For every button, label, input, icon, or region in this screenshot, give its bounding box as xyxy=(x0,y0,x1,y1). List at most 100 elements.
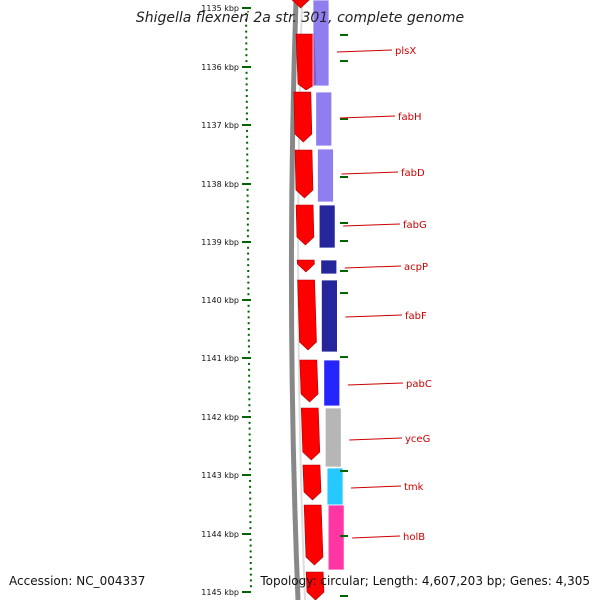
ruler-dot xyxy=(246,171,249,174)
ruler-dot xyxy=(248,439,251,442)
kbp-tick-label: 1143 kbp xyxy=(201,471,239,480)
ruler-dot xyxy=(249,585,252,588)
forward-cds-arrow xyxy=(296,259,315,273)
ruler-dot xyxy=(245,54,248,57)
kbp-tick-label: 1140 kbp xyxy=(201,296,239,305)
kbp-tick: 1142 kbp xyxy=(201,413,251,422)
kbp-tick: 1135 kbp xyxy=(201,4,251,13)
gene-labels: plsX fabH fabD fabG acpP fabF pabC yceG tmk holB xyxy=(336,46,432,543)
track-mark xyxy=(340,270,348,272)
ruler-dot xyxy=(247,258,250,261)
ruler-dot xyxy=(245,60,248,63)
gene-block-fabh xyxy=(315,91,333,147)
ruler-dot xyxy=(248,368,251,371)
ruler-dot xyxy=(247,316,250,319)
ruler-dot xyxy=(249,573,252,576)
gene-block-fabf xyxy=(320,279,338,353)
ruler-dot xyxy=(249,491,252,494)
track-mark xyxy=(340,118,348,120)
ruler-dot xyxy=(247,333,250,336)
ruler-dot xyxy=(249,550,252,553)
ruler-dot xyxy=(249,509,252,512)
gene-label-plsx: plsX xyxy=(395,46,416,57)
ruler-dot xyxy=(248,392,251,395)
kbp-tick: 1139 kbp xyxy=(201,238,251,247)
ruler-dot xyxy=(247,328,250,330)
ruler-dot xyxy=(247,281,250,284)
ruler-dot xyxy=(249,521,252,524)
gene-label-pabc: pabC xyxy=(406,379,432,390)
track-mark xyxy=(340,356,348,358)
ruler-dot xyxy=(248,468,251,471)
gene-label-leader xyxy=(344,265,402,269)
gene-block-holb xyxy=(327,504,345,571)
ruler-dot xyxy=(248,404,251,407)
gene-label-holb: holB xyxy=(403,532,425,543)
gene-block-plsx xyxy=(312,0,330,87)
forward-cds-arrow xyxy=(294,149,314,199)
ruler-dot xyxy=(245,83,248,86)
ruler-dot xyxy=(245,48,248,51)
ruler-dot xyxy=(246,129,249,132)
ruler-dot xyxy=(246,165,249,168)
ruler-dot xyxy=(246,217,249,220)
kbp-tick: 1144 kbp xyxy=(201,530,251,539)
ruler-dot xyxy=(246,206,249,209)
ruler-dot xyxy=(245,77,248,80)
ruler-dot xyxy=(245,12,248,15)
ruler-dot xyxy=(249,485,252,488)
kbp-tick: 1136 kbp xyxy=(201,63,251,72)
forward-cds-arrow xyxy=(293,91,313,143)
ruler-dot xyxy=(247,304,250,307)
ruler-dot xyxy=(247,322,250,325)
kbp-tick-label: 1139 kbp xyxy=(201,238,239,247)
track-mark xyxy=(340,222,348,224)
genome-title: Shigella flexneri 2a str. 301, complete … xyxy=(135,10,465,26)
track-mark xyxy=(340,595,348,597)
gene-label-leader xyxy=(352,535,401,539)
ruler-dot xyxy=(247,270,250,272)
ruler-dot xyxy=(249,527,252,530)
forward-cds-arrow xyxy=(303,504,324,566)
genome-stats-text: Topology: circular; Length: 4,607,203 bp… xyxy=(260,574,590,588)
ruler-dot xyxy=(247,264,250,267)
gene-label-fabh: fabH xyxy=(398,112,422,123)
ruler-dot xyxy=(249,515,252,518)
ruler-dot xyxy=(246,135,249,138)
track-mark xyxy=(340,470,348,472)
gene-label-tmk: tmk xyxy=(404,482,424,493)
gene-tracks xyxy=(288,0,348,600)
accession-text: Accession: NC_004337 xyxy=(9,574,146,588)
gene-label-leader xyxy=(341,171,399,175)
kbp-ruler: 1135 kbp 1136 kbp 1137 kbp 1138 kbp 1139 kbp… xyxy=(201,4,252,597)
ruler-dot xyxy=(246,141,249,144)
ruler-dot xyxy=(248,450,251,453)
ruler-dot xyxy=(245,18,248,21)
ruler-dot xyxy=(247,287,250,290)
kbp-tick-label: 1135 kbp xyxy=(201,4,239,13)
ruler-dot xyxy=(248,374,251,377)
track-mark xyxy=(340,535,348,537)
ruler-dot xyxy=(247,252,250,255)
ruler-dot xyxy=(248,445,251,447)
kbp-tick: 1137 kbp xyxy=(201,121,251,130)
gene-block-fabg xyxy=(318,204,336,249)
ruler-dot xyxy=(249,544,252,547)
gene-label-leader xyxy=(336,49,393,53)
genome-backbone xyxy=(288,0,301,600)
ruler-dot xyxy=(248,380,251,383)
ruler-dot xyxy=(246,159,249,162)
forward-cds-arrow xyxy=(299,359,319,403)
ruler-dot xyxy=(248,362,251,365)
gene-block-acpp xyxy=(320,259,338,275)
kbp-tick: 1145 kbp xyxy=(201,588,251,597)
ruler-dot xyxy=(246,229,249,232)
ruler-dot xyxy=(245,95,248,97)
gene-label-fabd: fabD xyxy=(401,168,425,179)
ruler-dot xyxy=(247,351,250,354)
ruler-dot xyxy=(248,456,251,459)
ruler-dot xyxy=(249,562,252,564)
ruler-dot xyxy=(247,345,250,348)
ruler-dot xyxy=(245,106,248,109)
gene-label-leader xyxy=(351,485,402,489)
